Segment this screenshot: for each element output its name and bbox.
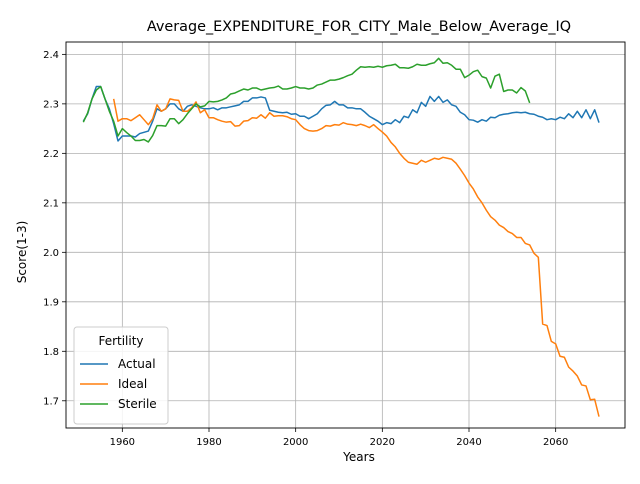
x-tick-label: 1980 [196,437,221,448]
legend-label-ideal: Ideal [118,377,147,391]
legend-title: Fertility [98,334,143,348]
series-lines [82,57,600,417]
x-tick-label: 2060 [543,437,568,448]
legend-box [73,326,169,425]
y-tick-label: 1.9 [43,297,59,308]
y-axis-label: Score(1-3) [15,221,29,284]
x-tick-label: 2000 [283,437,308,448]
x-axis-label: Years [342,450,375,464]
chart-title: Average_EXPENDITURE_FOR_CITY_Male_Below_… [147,19,571,35]
legend: Fertility Actual Ideal Sterile [73,326,169,425]
axis-ticks: 1960 1980 2000 2020 2040 2060 1.7 1.8 1.9 2.0 2.1 2… [43,50,568,448]
y-tick-label: 1.7 [43,396,59,407]
x-tick-label: 2020 [370,437,395,448]
y-tick-label: 2.4 [43,50,59,61]
y-tick-label: 2.1 [43,198,59,209]
y-tick-label: 1.8 [43,347,59,358]
y-tick-label: 2.0 [43,248,59,259]
x-tick-label: 1960 [110,437,135,448]
series-line-ideal [112,98,600,417]
legend-entries: Actual Ideal Sterile [80,357,157,411]
series-line-actual [82,85,600,142]
legend-label-actual: Actual [118,357,156,371]
x-tick-label: 2040 [456,437,481,448]
plot-frame [65,41,626,429]
y-tick-label: 2.3 [43,99,59,110]
legend-label-sterile: Sterile [118,397,157,411]
series-line-sterile [82,57,531,143]
y-tick-label: 2.2 [43,149,59,160]
